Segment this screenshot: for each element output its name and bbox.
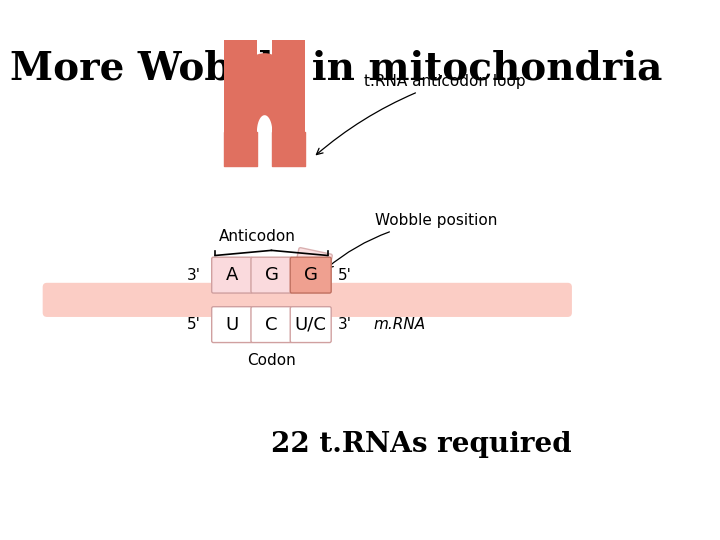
Text: Anticodon: Anticodon [220,228,296,244]
Text: 5': 5' [338,268,352,282]
Text: 3': 3' [338,317,352,332]
Text: 22 t.RNAs required: 22 t.RNAs required [271,431,572,458]
FancyBboxPatch shape [212,307,253,342]
Text: C: C [265,315,278,334]
Text: t.RNA anticodon loop: t.RNA anticodon loop [316,74,526,154]
Text: 5': 5' [186,317,201,332]
FancyBboxPatch shape [290,307,331,342]
Polygon shape [225,53,305,132]
FancyBboxPatch shape [212,257,253,293]
FancyBboxPatch shape [251,257,292,293]
FancyBboxPatch shape [294,248,332,282]
Text: A: A [226,266,238,284]
Text: G: G [304,266,318,284]
Text: 3': 3' [186,268,201,282]
Text: Wobble position: Wobble position [327,213,497,268]
Text: G: G [264,266,279,284]
Bar [225,39,257,132]
Text: G: G [312,264,323,278]
FancyBboxPatch shape [251,307,292,342]
FancyBboxPatch shape [290,257,331,293]
Bar [272,39,305,132]
Text: Codon: Codon [247,353,296,368]
Text: m.RNA: m.RNA [374,317,426,332]
Text: More Wobble in mitochondria: More Wobble in mitochondria [10,50,662,88]
FancyBboxPatch shape [42,283,572,317]
Text: U/C: U/C [294,315,327,334]
Text: U: U [225,315,239,334]
